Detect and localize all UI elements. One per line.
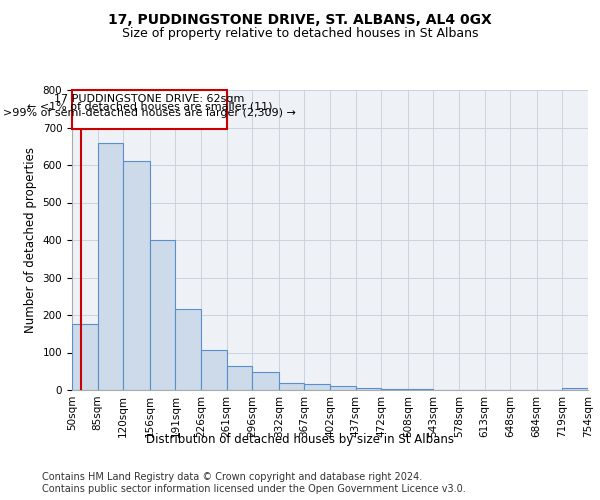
Bar bbox=[304, 384, 330, 390]
Text: Size of property relative to detached houses in St Albans: Size of property relative to detached ho… bbox=[122, 28, 478, 40]
Text: 17 PUDDINGSTONE DRIVE: 62sqm: 17 PUDDINGSTONE DRIVE: 62sqm bbox=[54, 94, 245, 104]
Bar bbox=[407, 389, 433, 390]
Bar bbox=[175, 310, 201, 390]
Text: >99% of semi-detached houses are larger (2,309) →: >99% of semi-detached houses are larger … bbox=[3, 108, 296, 118]
Bar bbox=[562, 388, 588, 390]
Bar bbox=[356, 388, 382, 390]
Bar bbox=[124, 161, 149, 390]
Bar bbox=[227, 366, 253, 390]
Bar bbox=[149, 240, 175, 390]
Bar bbox=[201, 350, 227, 390]
Y-axis label: Number of detached properties: Number of detached properties bbox=[24, 147, 37, 333]
Text: Contains HM Land Registry data © Crown copyright and database right 2024.: Contains HM Land Registry data © Crown c… bbox=[42, 472, 422, 482]
Text: Contains public sector information licensed under the Open Government Licence v3: Contains public sector information licen… bbox=[42, 484, 466, 494]
Text: 17, PUDDINGSTONE DRIVE, ST. ALBANS, AL4 0GX: 17, PUDDINGSTONE DRIVE, ST. ALBANS, AL4 … bbox=[108, 12, 492, 26]
Bar bbox=[72, 324, 98, 390]
Bar bbox=[278, 382, 304, 390]
Text: ← <1% of detached houses are smaller (11): ← <1% of detached houses are smaller (11… bbox=[26, 101, 272, 112]
Bar bbox=[253, 372, 278, 390]
Bar bbox=[330, 386, 356, 390]
Bar bbox=[98, 142, 124, 390]
Text: Distribution of detached houses by size in St Albans: Distribution of detached houses by size … bbox=[146, 432, 454, 446]
FancyBboxPatch shape bbox=[72, 90, 227, 130]
Bar bbox=[382, 389, 407, 390]
